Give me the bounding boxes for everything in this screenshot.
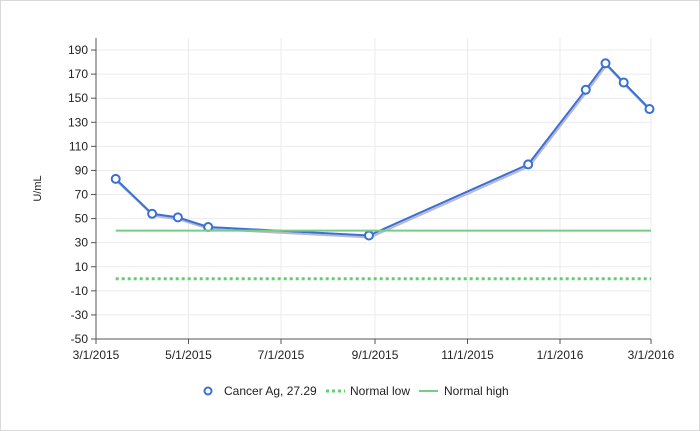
- y-tick-label: 70: [75, 188, 89, 202]
- y-tick-label: 90: [75, 163, 89, 177]
- x-tick-label: 1/1/2016: [537, 348, 584, 362]
- legend-item[interactable]: Cancer Ag, 27.29: [203, 384, 318, 398]
- x-tick-label: 3/1/2015: [73, 348, 120, 362]
- data-point[interactable]: [644, 104, 655, 115]
- legend-item[interactable]: Normal low: [326, 384, 410, 398]
- y-axis-title: U/mL: [32, 175, 44, 201]
- data-point[interactable]: [172, 212, 183, 223]
- data-point[interactable]: [618, 77, 629, 88]
- data-point[interactable]: [147, 208, 158, 219]
- y-tick-label: -30: [71, 308, 89, 322]
- axes: 190 170 150 130 110 90 70 50 30 10 -10 -30 -50 3/1/20…: [32, 38, 675, 362]
- legend-label: Normal low: [350, 384, 410, 398]
- y-tick-label: 170: [68, 67, 88, 81]
- x-tick-label: 9/1/2015: [352, 348, 399, 362]
- y-tick-label: 10: [75, 260, 89, 274]
- series-line-cancer-ag: [115, 61, 651, 237]
- data-point[interactable]: [580, 84, 591, 95]
- y-tick-label: 190: [68, 43, 88, 57]
- y-tick-label: 30: [75, 236, 89, 250]
- legend-item[interactable]: Normal high: [419, 384, 509, 398]
- y-tick-label: 110: [69, 139, 88, 153]
- y-tick-label: 130: [68, 115, 88, 129]
- y-tick-label: -50: [71, 332, 89, 346]
- y-tick-label: -10: [71, 284, 89, 298]
- series-line-shadow: [116, 63, 652, 239]
- x-tick-label: 3/1/2016: [628, 348, 675, 362]
- data-point[interactable]: [110, 173, 121, 184]
- grid: [95, 38, 652, 340]
- plot-series: [110, 58, 655, 281]
- data-point[interactable]: [523, 159, 534, 170]
- y-tick-label: 150: [68, 91, 88, 105]
- x-tick-label: 5/1/2015: [165, 348, 212, 362]
- data-point[interactable]: [600, 58, 611, 69]
- legend-label: Normal high: [444, 384, 509, 398]
- data-point[interactable]: [363, 230, 374, 241]
- x-tick-label: 7/1/2015: [258, 348, 305, 362]
- y-tick-label: 50: [75, 212, 89, 226]
- legend-label: Cancer Ag, 27.29: [224, 384, 317, 398]
- legend-marker-circle: [203, 386, 213, 396]
- legend: Cancer Ag, 27.29 Normal low Normal high: [203, 384, 509, 398]
- x-tick-label: 11/1/2015: [441, 348, 494, 362]
